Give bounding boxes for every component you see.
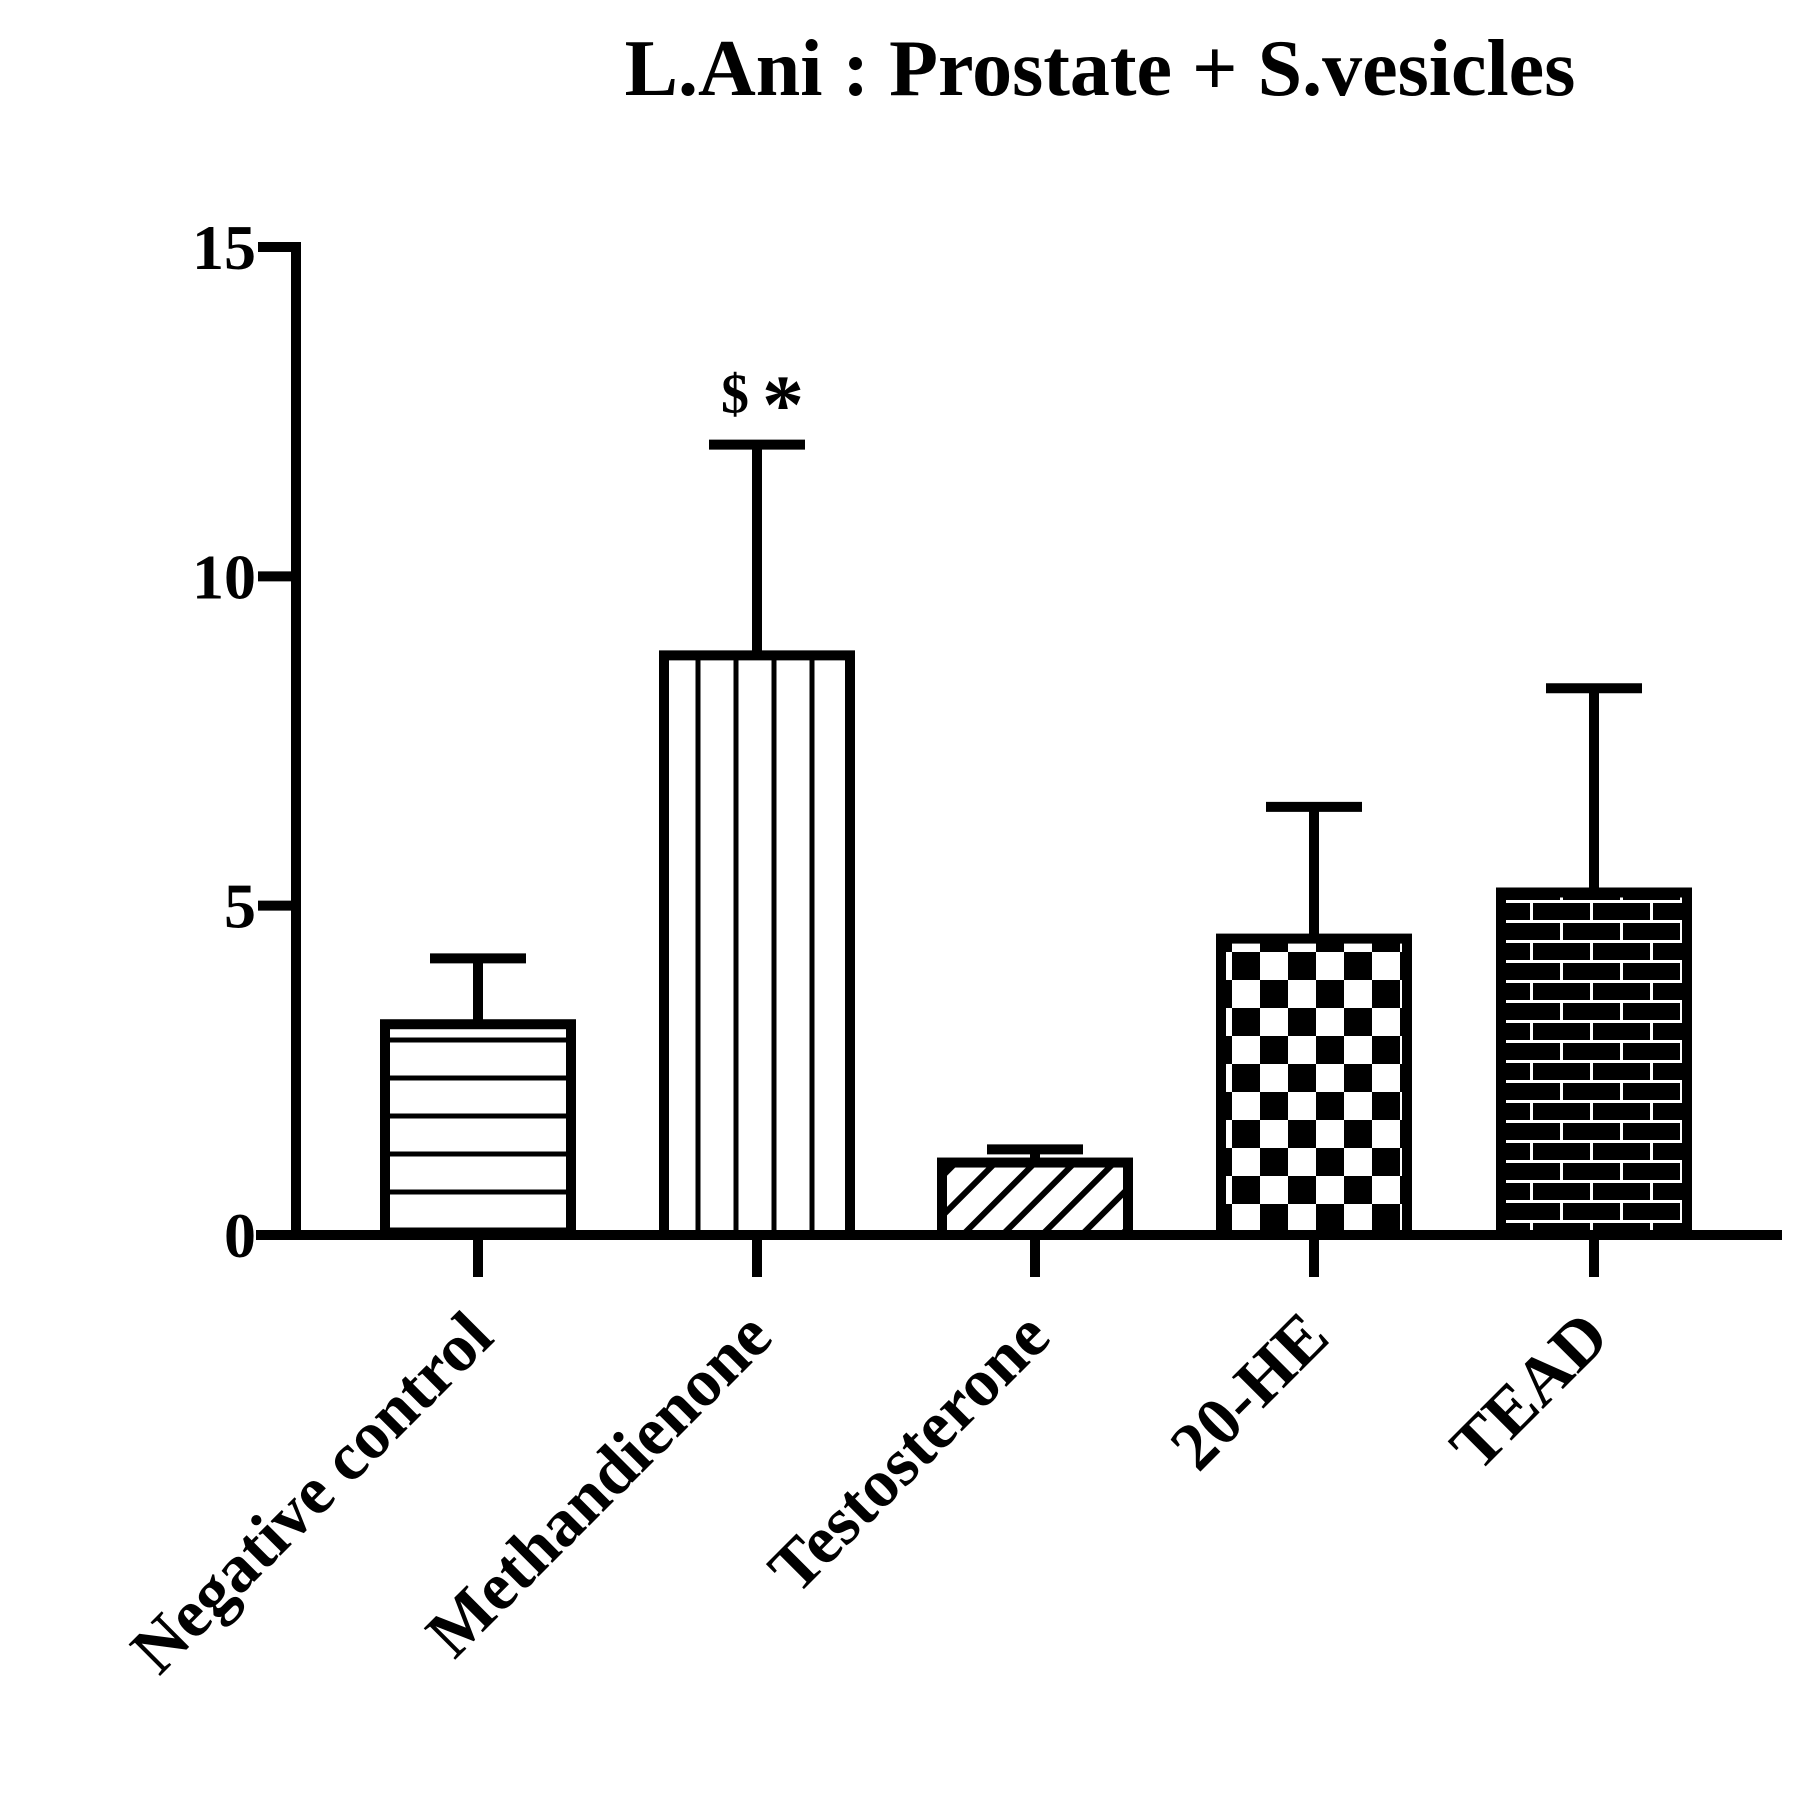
y-tick-label: 10 [192, 541, 256, 612]
annotation-dollar: $ [721, 364, 749, 426]
x-axis-ticks [473, 1235, 1599, 1277]
bar-negative-control [380, 1019, 576, 1241]
x-category-label: Testosterone [753, 1297, 1063, 1607]
axes [256, 242, 1782, 1240]
bar-methandienone [659, 650, 855, 1240]
y-tick-label: 15 [192, 212, 256, 283]
bar-20-he [1216, 933, 1412, 1240]
chart-title: L.Ani : Prostate + S.vesicles [625, 25, 1576, 113]
x-axis-labels: Negative controlMethandienoneTestosteron… [116, 1297, 1623, 1688]
bar-tead [1496, 887, 1692, 1240]
x-category-label: 20-HE [1155, 1297, 1342, 1484]
annotation-asterisk: * [762, 359, 804, 452]
y-tick-label: 0 [224, 1200, 256, 1271]
significance-annotations: $ * [721, 359, 804, 452]
y-axis-ticks: 0 5 10 15 [192, 212, 296, 1271]
error-bars [430, 439, 1642, 1163]
bar-testosterone [937, 1157, 1133, 1240]
x-category-label: TEAD [1435, 1297, 1622, 1484]
y-tick-label: 5 [224, 871, 256, 942]
